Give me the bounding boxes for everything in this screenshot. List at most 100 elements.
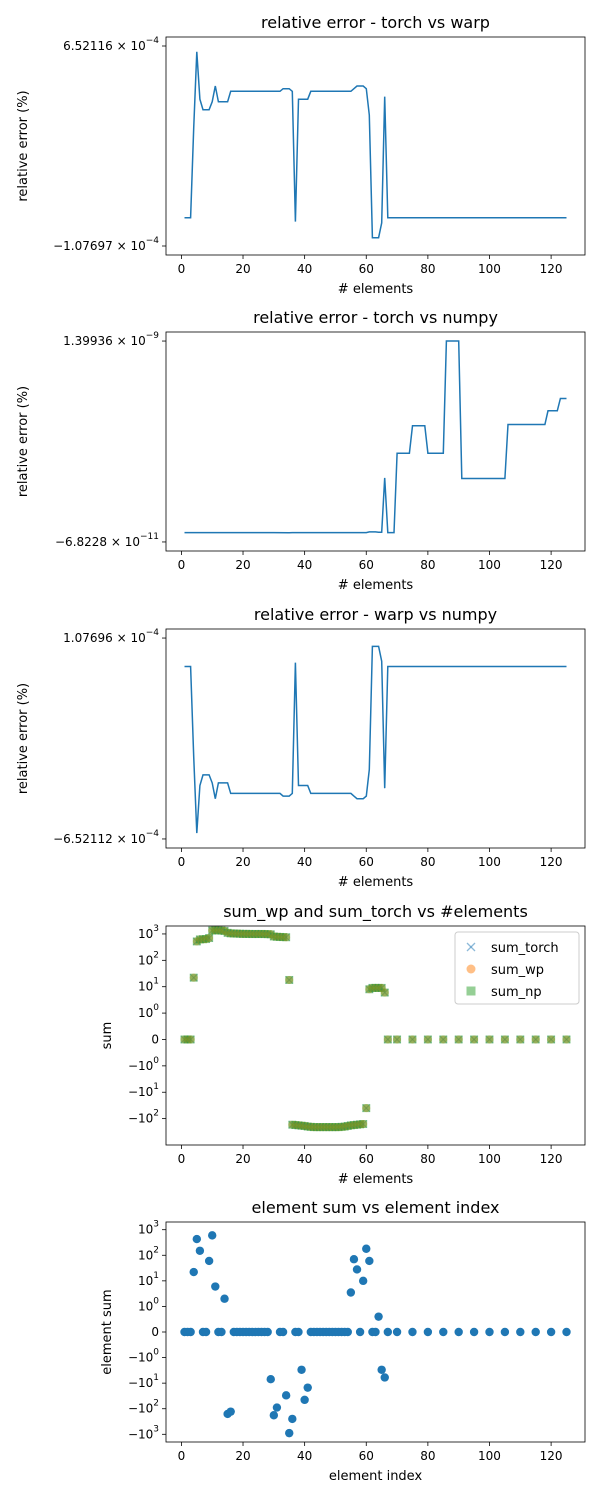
data-point — [343, 1327, 352, 1337]
x-tick-label: 80 — [420, 262, 435, 276]
data-point — [204, 1256, 214, 1266]
y-axis-label: element sum — [100, 1289, 115, 1374]
data-point — [546, 1327, 556, 1337]
x-axis-label: # elements — [338, 875, 414, 890]
point-sum-np — [282, 933, 291, 942]
x-tick-label: 100 — [478, 1152, 501, 1166]
data-point — [195, 1246, 205, 1255]
x-tick-label: 80 — [420, 855, 435, 869]
series-line — [184, 340, 567, 534]
plot-area — [184, 340, 567, 534]
x-tick-label: 0 — [178, 855, 186, 869]
point-sum-np — [562, 1035, 571, 1044]
y-tick-label: −6.8228 × 10−11 — [55, 532, 159, 549]
chart-3: relative error - warp vs numpy 0 20 40 60 80 1… — [16, 605, 586, 890]
data-point — [288, 1414, 297, 1424]
chart-2: relative error - torch vs numpy 0 20 40 60 80… — [16, 308, 586, 593]
x-tick-label: 20 — [235, 855, 250, 869]
x-tick-label: 120 — [540, 855, 563, 869]
x-axis-label: # elements — [338, 282, 414, 297]
y-tick-label: −100 — [128, 1056, 159, 1073]
x-tick-label: 80 — [420, 1449, 435, 1463]
x-axis-label: # elements — [338, 1172, 414, 1187]
chart-title: sum_wp and sum_torch vs #elements — [223, 902, 528, 922]
data-point — [278, 1327, 288, 1337]
point-sum-np — [380, 988, 389, 997]
data-point — [454, 1327, 463, 1337]
point-sum-np — [516, 1035, 525, 1044]
y-tick-label: −100 — [128, 1348, 159, 1365]
y-axis-label: relative error (%) — [16, 683, 31, 794]
y-tick-label: 1.07696 × 10−4 — [63, 628, 159, 645]
legend-entry: sum_torch — [491, 941, 559, 956]
y-tick-label: 103 — [138, 924, 159, 941]
data-point — [263, 1327, 272, 1337]
y-axis-label: sum — [100, 1022, 115, 1050]
data-point — [408, 1327, 417, 1337]
series-line — [184, 645, 567, 834]
x-tick-label: 20 — [235, 1449, 250, 1463]
legend-marker — [466, 964, 476, 974]
chart-4: sum_wp and sum_torch vs #elements 0 20 40 60… — [100, 902, 586, 1187]
data-point — [485, 1327, 494, 1337]
data-point — [371, 1327, 380, 1337]
point-sum-np — [189, 973, 198, 982]
data-point — [352, 1265, 362, 1274]
point-sum-np — [362, 1104, 371, 1113]
point-sum-np — [423, 1035, 432, 1044]
legend-marker — [466, 942, 476, 952]
data-point — [285, 1428, 294, 1438]
chart-title: relative error - warp vs numpy — [254, 605, 497, 624]
point-sum-np — [393, 1035, 402, 1044]
plot-area — [184, 645, 567, 834]
point-sum-np — [531, 1035, 540, 1044]
data-point — [349, 1255, 359, 1264]
data-point — [211, 1282, 220, 1291]
y-tick-label: 100 — [138, 1003, 159, 1020]
data-point — [392, 1327, 402, 1337]
data-point — [374, 1312, 383, 1321]
x-tick-label: 20 — [235, 558, 250, 572]
y-axis-label: relative error (%) — [16, 90, 31, 201]
point-sum-np — [359, 1120, 368, 1129]
chart-1: relative error - torch vs warp 0 20 40 60 80 1… — [16, 13, 586, 297]
data-point — [220, 1294, 229, 1303]
data-point — [266, 1374, 275, 1384]
x-tick-label: 100 — [478, 262, 501, 276]
x-tick-label: 100 — [478, 1449, 501, 1463]
x-axis-label: element index — [329, 1469, 423, 1484]
data-point — [186, 1327, 195, 1337]
data-point — [362, 1244, 371, 1253]
y-tick-label: −6.52112 × 10−4 — [53, 829, 159, 846]
data-point — [189, 1267, 198, 1277]
data-point — [358, 1276, 368, 1286]
data-point — [439, 1327, 448, 1337]
data-point — [383, 1327, 393, 1337]
axes-frame — [165, 925, 586, 1146]
y-tick-label: 100 — [138, 1296, 159, 1313]
x-tick-label: 60 — [359, 855, 374, 869]
point-sum-np — [383, 1035, 392, 1044]
point-sum-np — [408, 1035, 417, 1044]
axes-frame — [165, 36, 586, 256]
data-point — [192, 1234, 202, 1244]
x-tick-label: 100 — [478, 855, 501, 869]
x-tick-label: 120 — [540, 558, 563, 572]
y-tick-label: 6.52116 × 10−4 — [63, 36, 159, 53]
legend-marker — [466, 986, 476, 996]
x-tick-label: 40 — [297, 855, 312, 869]
data-point — [297, 1365, 306, 1374]
x-tick-label: 120 — [540, 1152, 563, 1166]
axes-frame — [165, 1221, 586, 1443]
data-point — [377, 1365, 386, 1374]
chart-title: relative error - torch vs warp — [261, 13, 490, 32]
legend: sum_torch sum_wp sum_np — [454, 931, 580, 1005]
legend-box — [454, 931, 580, 1005]
x-tick-label: 20 — [235, 1152, 250, 1166]
chart-5: element sum vs element index 0 20 40 60 80 100… — [100, 1198, 586, 1484]
data-point — [346, 1288, 356, 1297]
data-point — [469, 1327, 479, 1337]
data-point — [423, 1327, 433, 1337]
x-tick-label: 120 — [540, 262, 563, 276]
